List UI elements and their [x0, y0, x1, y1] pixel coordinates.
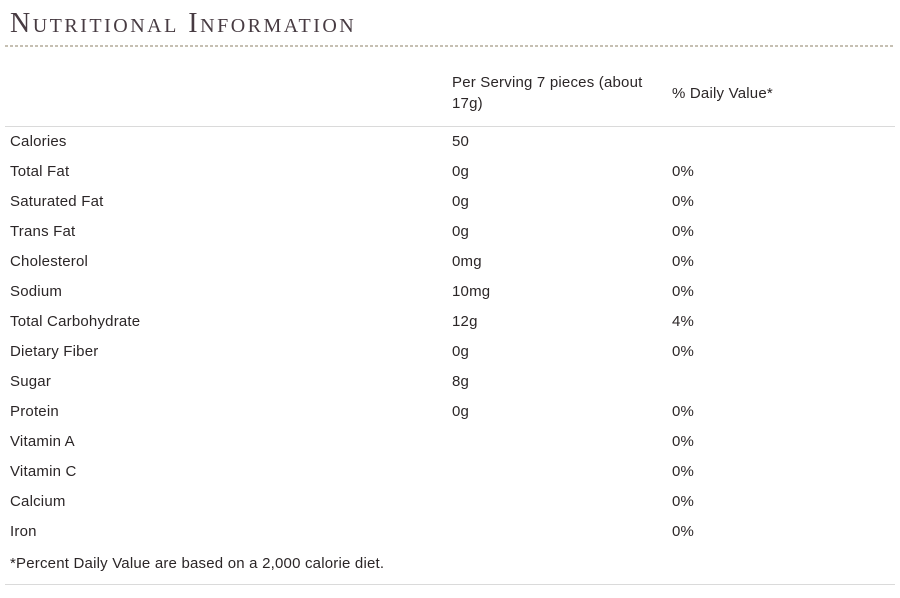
nutrient-daily-value: 0%: [672, 493, 695, 510]
nutrient-daily-value: 0%: [672, 193, 695, 210]
nutrient-value: 0g: [452, 223, 470, 240]
table-row-calories: Calories 50: [5, 127, 895, 157]
table-row-total-carbohydrate: Total Carbohydrate 12g 4%: [5, 307, 895, 337]
table-row-trans-fat: Trans Fat 0g 0%: [5, 217, 895, 247]
table-row-iron: Iron 0%: [5, 517, 895, 547]
nutrient-label: Dietary Fiber: [10, 343, 99, 360]
nutrient-label: Calcium: [10, 493, 66, 510]
nutrient-daily-value: 0%: [672, 463, 695, 480]
nutrient-daily-value: 4%: [672, 313, 695, 330]
daily-value-footnote: *Percent Daily Value are based on a 2,00…: [5, 547, 895, 585]
nutrient-value: 0mg: [452, 253, 482, 270]
nutrient-label: Vitamin A: [10, 433, 75, 450]
table-row-sodium: Sodium 10mg 0%: [5, 277, 895, 307]
nutrient-value: 0g: [452, 193, 470, 210]
nutrient-label: Sugar: [10, 373, 52, 390]
nutrient-value: 50: [452, 133, 470, 150]
nutrient-label: Total Carbohydrate: [10, 313, 141, 330]
nutrient-label: Calories: [10, 133, 67, 150]
nutrient-value: 8g: [452, 373, 470, 390]
nutrient-daily-value: 0%: [672, 163, 695, 180]
nutrition-section: Nutritional Information Per Serving 7 pi…: [5, 8, 895, 585]
nutrient-value: 10mg: [452, 283, 491, 300]
table-row-calcium: Calcium 0%: [5, 487, 895, 517]
nutrient-label: Sodium: [10, 283, 63, 300]
nutrient-value: 0g: [452, 403, 470, 420]
dotted-divider: [5, 45, 895, 47]
nutrient-value: 0g: [452, 163, 470, 180]
nutrition-table: Per Serving 7 pieces (about 17g) % Daily…: [5, 47, 895, 585]
header-per-serving: Per Serving 7 pieces (about 17g): [452, 74, 643, 112]
table-row-sugar: Sugar 8g: [5, 367, 895, 397]
nutrient-label: Total Fat: [10, 163, 70, 180]
nutrient-daily-value: 0%: [672, 433, 695, 450]
nutrient-value: 12g: [452, 313, 478, 330]
nutrient-label: Iron: [10, 523, 37, 540]
table-row-cholesterol: Cholesterol 0mg 0%: [5, 247, 895, 277]
table-row-saturated-fat: Saturated Fat 0g 0%: [5, 187, 895, 217]
table-row-dietary-fiber: Dietary Fiber 0g 0%: [5, 337, 895, 367]
header-daily-value: % Daily Value*: [672, 84, 773, 102]
nutrient-label: Protein: [10, 403, 59, 420]
nutrient-label: Trans Fat: [10, 223, 76, 240]
nutrient-label: Cholesterol: [10, 253, 89, 270]
nutrient-daily-value: 0%: [672, 403, 695, 420]
table-header-row: Per Serving 7 pieces (about 17g) % Daily…: [5, 47, 895, 127]
nutrient-label: Vitamin C: [10, 463, 77, 480]
nutrient-daily-value: 0%: [672, 523, 695, 540]
nutrient-daily-value: 0%: [672, 283, 695, 300]
table-row-vitamin-c: Vitamin C 0%: [5, 457, 895, 487]
nutrient-label: Saturated Fat: [10, 193, 104, 210]
table-row-total-fat: Total Fat 0g 0%: [5, 157, 895, 187]
table-row-vitamin-a: Vitamin A 0%: [5, 427, 895, 457]
nutrient-daily-value: 0%: [672, 223, 695, 240]
table-row-protein: Protein 0g 0%: [5, 397, 895, 427]
nutrient-value: 0g: [452, 343, 470, 360]
nutrient-daily-value: 0%: [672, 253, 695, 270]
nutrient-daily-value: 0%: [672, 343, 695, 360]
section-title: Nutritional Information: [10, 8, 357, 39]
